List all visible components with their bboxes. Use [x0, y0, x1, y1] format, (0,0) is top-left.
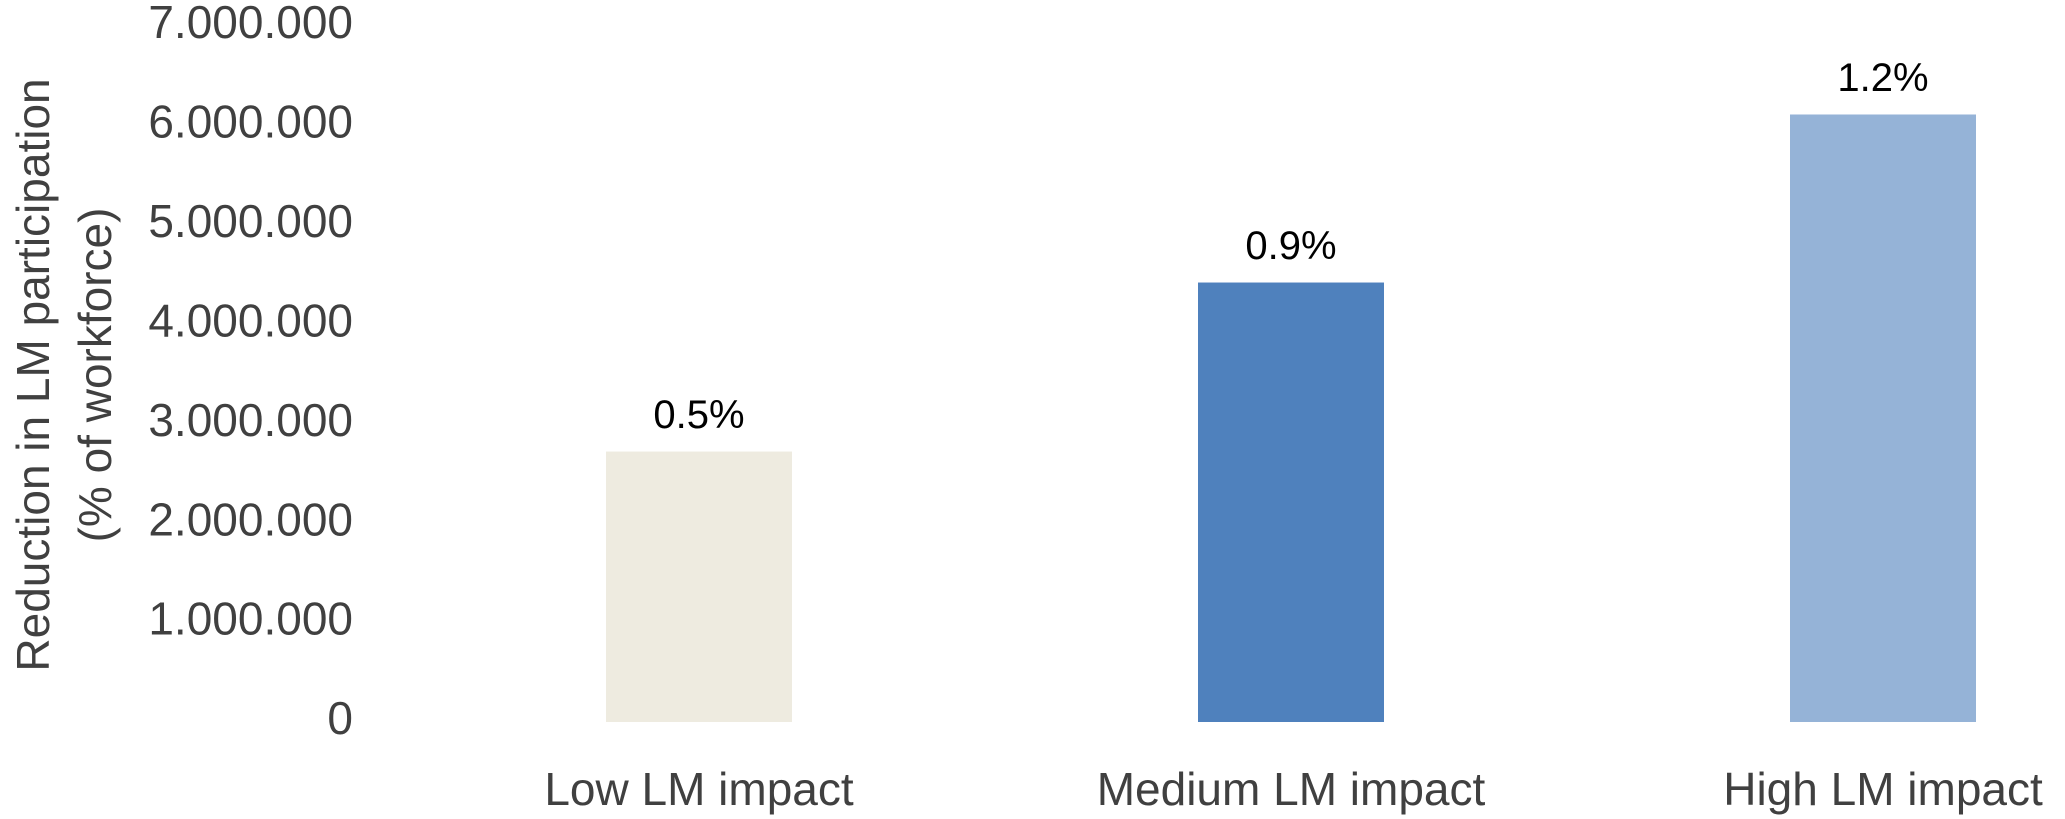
y-tick-label: 2.000.000 — [148, 493, 353, 545]
data-label: 1.2% — [1837, 56, 1928, 100]
bar — [1790, 114, 1976, 722]
y-tick-label: 0 — [327, 692, 353, 744]
data-label: 0.5% — [653, 393, 744, 437]
bar — [606, 451, 792, 722]
data-label: 0.9% — [1245, 224, 1336, 268]
y-tick-label: 5.000.000 — [148, 195, 353, 247]
x-tick-label: High LM impact — [1723, 763, 2043, 815]
y-tick-label: 3.000.000 — [148, 394, 353, 446]
y-tick-label: 1.000.000 — [148, 593, 353, 645]
x-tick-label: Low LM impact — [544, 763, 854, 815]
y-axis-title: Reduction in LM participation (% of work… — [7, 78, 121, 671]
y-tick-label: 7.000.000 — [148, 0, 353, 48]
bar — [1198, 282, 1384, 722]
y-axis-title-line: Reduction in LM participation — [7, 78, 59, 671]
x-tick-label: Medium LM impact — [1097, 763, 1486, 815]
y-tick-label: 6.000.000 — [148, 96, 353, 148]
y-tick-label: 4.000.000 — [148, 294, 353, 346]
y-axis-title-line: (% of workforce) — [69, 208, 121, 543]
